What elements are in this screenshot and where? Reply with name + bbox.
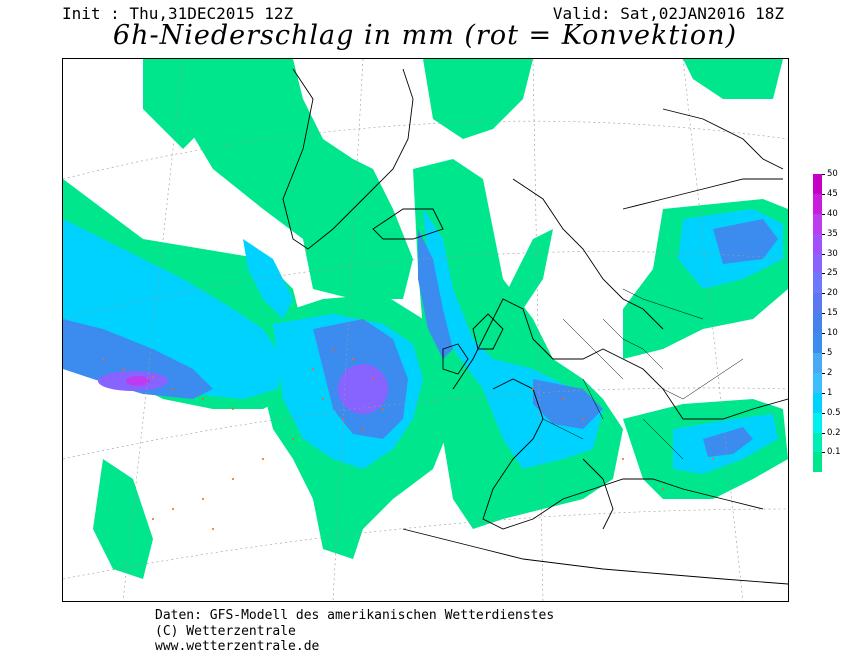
legend-label: 10 — [827, 328, 838, 339]
legend-row: 20 — [813, 288, 847, 314]
legend-row: 25 — [813, 268, 847, 294]
legend-row: 1 — [813, 388, 847, 413]
legend-label: 20 — [827, 288, 838, 299]
legend-label: 50 — [827, 169, 838, 179]
legend-row: 45 — [813, 189, 847, 214]
graticule — [63, 59, 788, 601]
footer-line-data: Daten: GFS-Modell des amerikanischen Wet… — [155, 608, 555, 623]
legend-tick — [822, 412, 825, 414]
country-borders — [542, 288, 744, 460]
legend-label: 5 — [827, 348, 833, 359]
legend-label: 45 — [827, 188, 838, 199]
legend-tick — [822, 372, 825, 374]
legend-tick — [822, 432, 825, 434]
valid-time-label: Valid: Sat,02JAN2016 18Z — [552, 4, 784, 23]
legend-label: 25 — [827, 268, 838, 279]
legend-swatch — [813, 432, 822, 453]
legend-tick — [822, 392, 825, 394]
legend-swatch — [813, 412, 822, 433]
init-time-label: Init : Thu,31DEC2015 12Z — [62, 4, 294, 23]
precipitation-map — [62, 58, 789, 602]
legend-label: 0.2 — [827, 427, 841, 438]
convection-markers — [102, 348, 714, 530]
precip-core — [126, 376, 150, 386]
legend-tick — [822, 293, 825, 295]
legend-row: 0.5 — [813, 408, 847, 433]
legend-row: 30 — [813, 249, 847, 274]
legend-swatch — [813, 353, 822, 373]
legend-tick — [822, 174, 825, 175]
legend-tick — [822, 213, 825, 215]
legend-swatch — [813, 313, 822, 334]
legend-tick — [822, 273, 825, 275]
legend-swatch — [813, 273, 822, 294]
legend-tick — [822, 333, 825, 335]
legend-swatch — [813, 193, 822, 214]
legend-row: 0.1 — [813, 447, 847, 473]
legend-tick — [822, 193, 825, 195]
legend-row: 50 — [813, 169, 847, 194]
legend-tick — [822, 313, 825, 315]
footer-line-url: www.wetterzentrale.de — [155, 639, 320, 654]
coastlines — [282, 68, 788, 585]
footer-credits: Daten: GFS-Modell des amerikanischen Wet… — [155, 608, 554, 655]
legend-label: 40 — [827, 208, 838, 219]
legend-row: 10 — [813, 328, 847, 354]
map-canvas — [63, 59, 788, 601]
legend-tick — [822, 233, 825, 235]
legend-label: 1 — [827, 387, 833, 398]
map-title: 6h-Niederschlag in mm (rot = Konvektion) — [112, 20, 738, 51]
legend-label: 0.1 — [827, 447, 841, 458]
legend-swatch — [813, 392, 822, 413]
legend-swatch — [813, 372, 822, 393]
legend-swatch — [813, 174, 822, 194]
legend-swatch — [813, 213, 822, 234]
legend-swatch — [813, 233, 822, 254]
legend-label: 2 — [827, 367, 833, 378]
legend-label: 35 — [827, 228, 838, 239]
legend-row: 2 — [813, 368, 847, 393]
legend-row: 15 — [813, 308, 847, 334]
precipitation-legend: 50 45 40 35 30 25 20 15 10 5 2 1 0.5 0.2 0.1 — [813, 169, 847, 473]
legend-label: 15 — [827, 308, 838, 319]
legend-row: 5 — [813, 348, 847, 373]
legend-label: 30 — [827, 248, 838, 259]
legend-swatch — [813, 333, 822, 354]
legend-row: 0.2 — [813, 428, 847, 453]
legend-tick — [822, 452, 825, 454]
legend-tick — [822, 353, 825, 355]
legend-swatch — [813, 253, 822, 274]
legend-label: 0.5 — [827, 407, 841, 418]
legend-swatch — [813, 452, 822, 473]
legend-swatch — [813, 293, 822, 314]
footer-line-copyright: (C) Wetterzentrale — [155, 623, 296, 639]
legend-row: 40 — [813, 209, 847, 234]
legend-tick — [822, 253, 825, 255]
legend-row: 35 — [813, 229, 847, 254]
